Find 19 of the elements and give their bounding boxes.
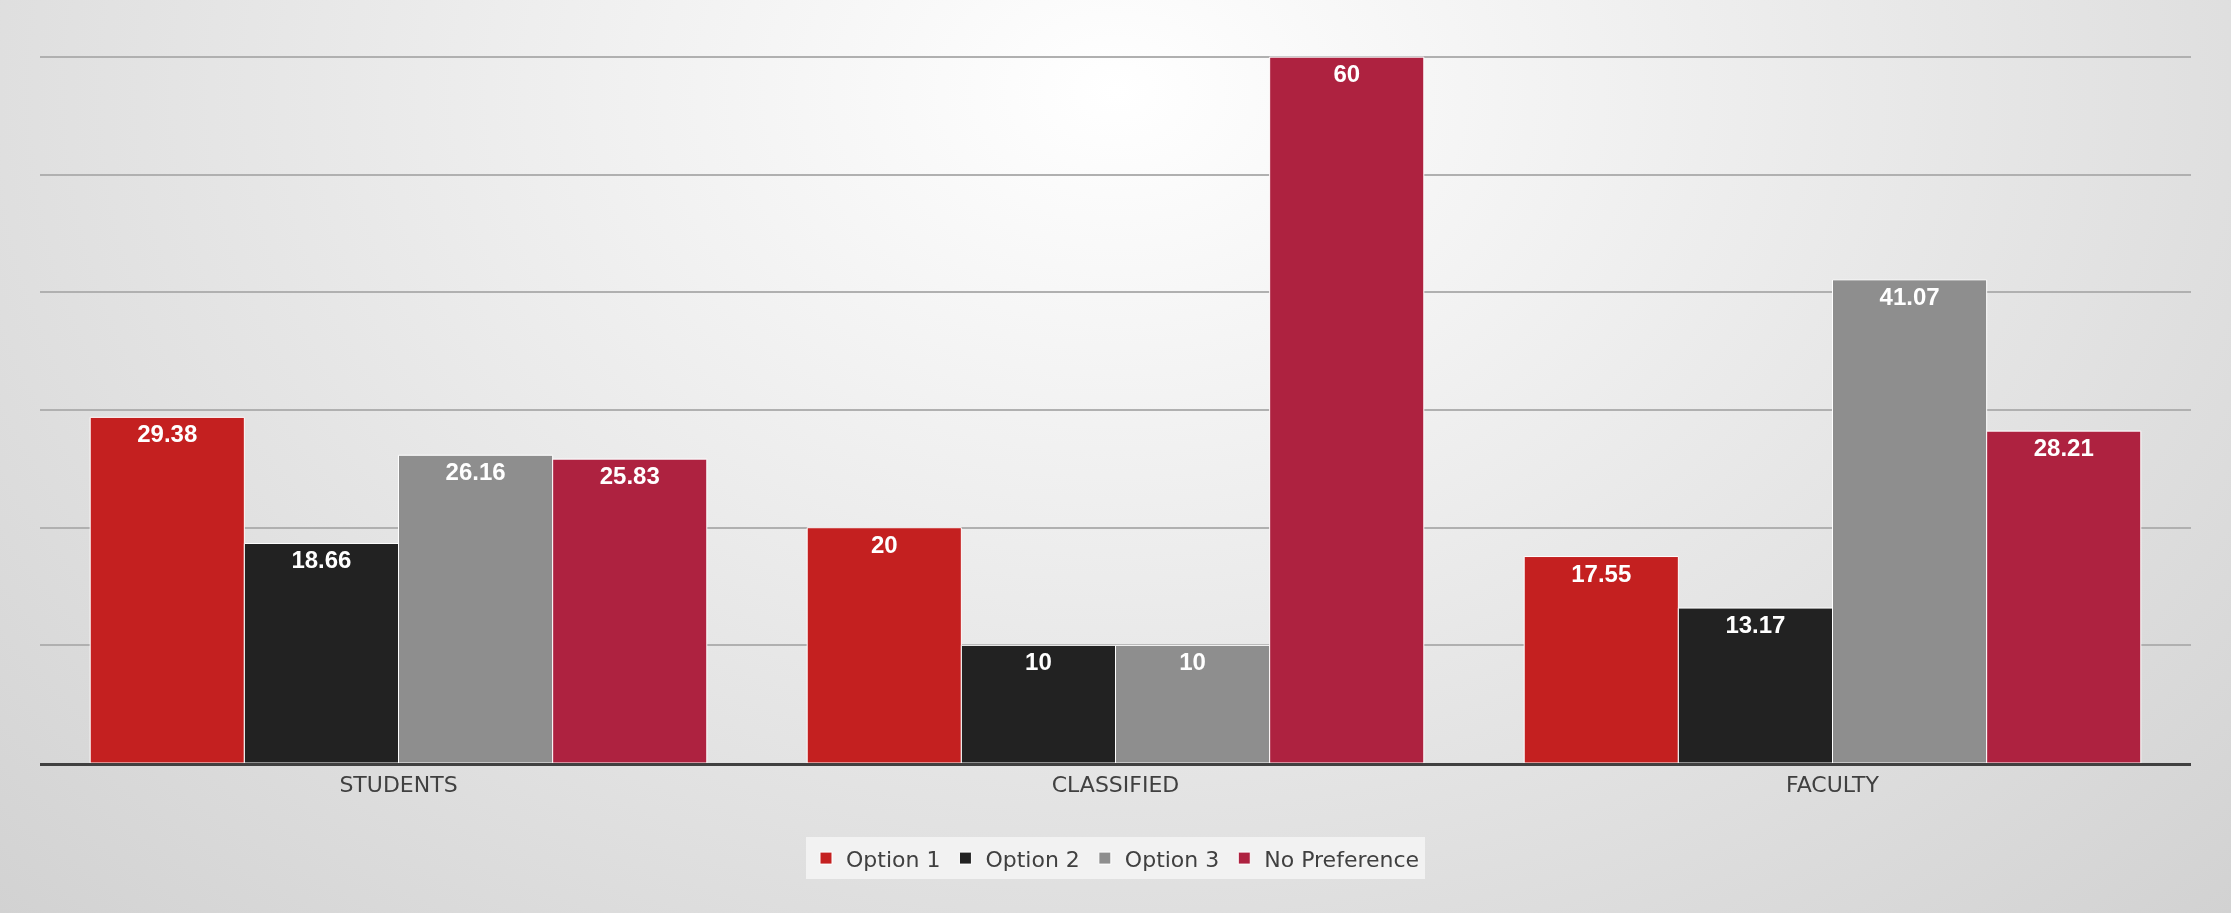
data-label: 18.66 [291, 546, 352, 574]
data-label: 10 [1179, 648, 1206, 676]
x-tick-label: CLASSIFIED [1051, 772, 1180, 798]
data-label: 28.21 [2033, 434, 2094, 462]
legend-label: Option 1 [846, 846, 941, 872]
legend-label: Option 2 [985, 846, 1080, 872]
legend-label: No Preference [1264, 846, 1420, 872]
x-tick-label: FACULTY [1786, 772, 1880, 798]
data-label: 29.38 [137, 420, 198, 448]
data-label: 10 [1025, 648, 1052, 676]
data-label: 26.16 [445, 458, 506, 486]
data-label: 13.17 [1725, 611, 1786, 639]
data-label: 41.07 [1879, 282, 1940, 310]
x-tick-label: STUDENTS [339, 772, 458, 798]
legend-label: Option 3 [1124, 846, 1220, 872]
data-label: 20 [870, 530, 898, 558]
data-label: 25.83 [599, 462, 660, 490]
data-label: 60 [1333, 60, 1361, 88]
data-label: 17.55 [1571, 559, 1632, 587]
